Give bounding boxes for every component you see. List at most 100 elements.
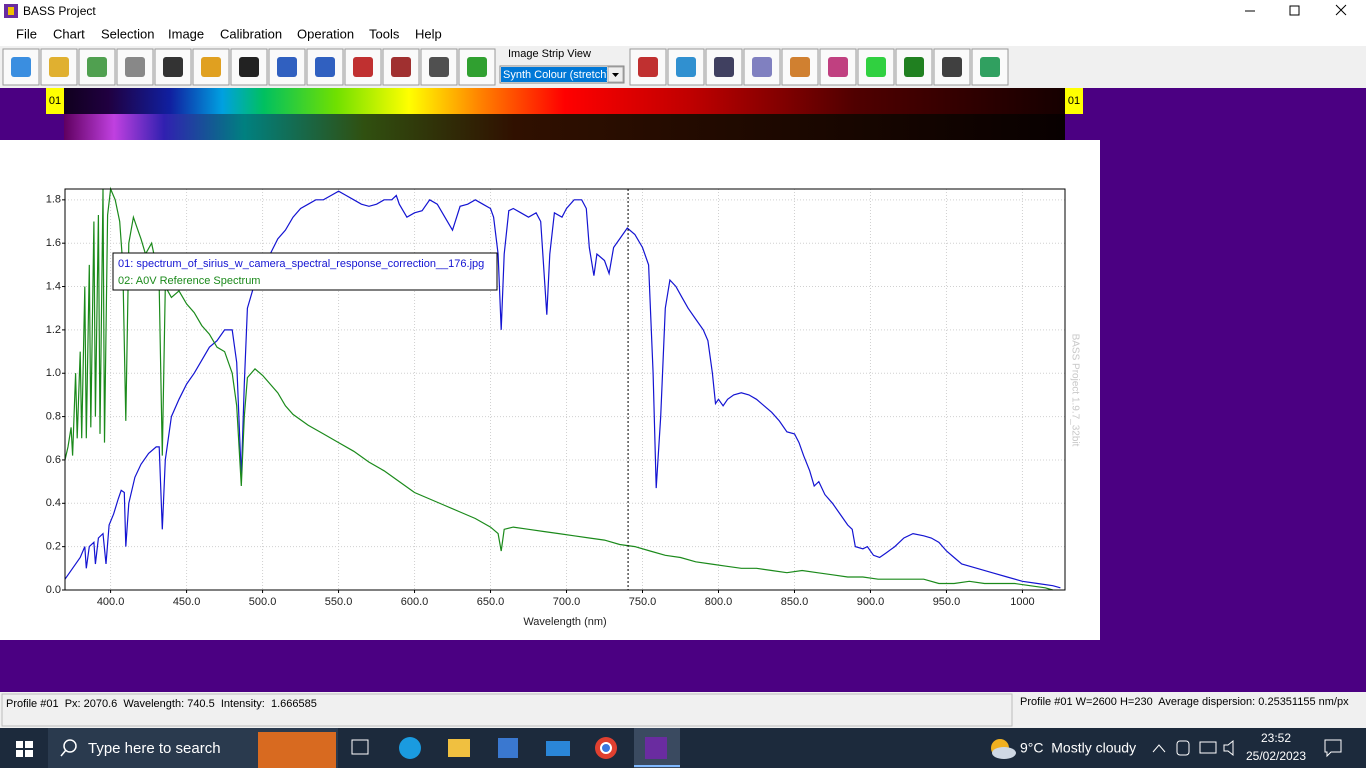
legend-entry: 01: spectrum_of_sirius_w_camera_spectral…	[118, 258, 484, 270]
tool-icon	[980, 57, 1000, 77]
y-tick-label: 0.0	[46, 584, 61, 596]
tool-icon	[11, 57, 31, 77]
restore-button[interactable]	[1289, 5, 1300, 16]
tool-icon	[125, 57, 145, 77]
tool-icon	[277, 57, 297, 77]
tool-icon	[866, 57, 886, 77]
status-bar	[0, 692, 1366, 728]
x-tick-label: 500.0	[249, 596, 277, 608]
explorer-icon[interactable]	[448, 739, 470, 757]
tool-icon	[752, 57, 772, 77]
search-icon	[60, 749, 67, 757]
series-line	[64, 186, 1053, 591]
volume-icon[interactable]	[1223, 739, 1234, 757]
dropdown-selection	[501, 67, 607, 82]
menu-item[interactable]: Chart	[53, 26, 85, 41]
watermark: BASS Project 1.9.7_32bit	[1069, 334, 1080, 447]
x-tick-label: 450.0	[173, 596, 201, 608]
x-tick-label: 650.0	[477, 596, 505, 608]
menu-bar	[0, 23, 1366, 46]
x-tick-label: 800.0	[705, 596, 733, 608]
tool-icon	[87, 57, 107, 77]
strip-label: 01	[49, 95, 61, 107]
dropdown-arrow-glyph	[612, 73, 619, 77]
x-tick-label: 850.0	[781, 596, 809, 608]
clock-time: 23:52	[1261, 731, 1291, 745]
x-tick-label: 950.0	[933, 596, 961, 608]
search-placeholder: Type here to search	[88, 740, 221, 757]
search-highlight	[258, 732, 336, 768]
strip-view-label: Image Strip View	[508, 48, 591, 60]
status-left: Profile #01 Px: 2070.6 Wavelength: 740.5…	[6, 698, 317, 710]
task-view[interactable]	[351, 739, 369, 755]
status-panel	[1, 693, 1013, 727]
x-tick-label: 900.0	[857, 596, 885, 608]
tool-icon	[676, 57, 696, 77]
app-icon-detail	[8, 7, 14, 15]
y-tick-label: 1.6	[46, 237, 61, 249]
x-tick-label: 1000	[1010, 596, 1034, 608]
y-tick-label: 0.2	[46, 541, 61, 553]
dropdown-value: Synth Colour (stretch)	[503, 69, 610, 81]
start-button[interactable]	[16, 741, 33, 757]
plot-frame	[64, 188, 1066, 591]
tool-icon	[714, 57, 734, 77]
y-tick-label: 1.4	[46, 280, 61, 292]
notifications[interactable]	[1324, 739, 1342, 758]
tool-button[interactable]	[78, 48, 116, 86]
menu-item[interactable]: Image	[168, 26, 204, 41]
tool-icon	[163, 57, 183, 77]
window-title: BASS Project	[23, 4, 96, 18]
y-tick-label: 0.8	[46, 411, 61, 423]
tool-button[interactable]	[458, 48, 496, 86]
x-tick-label: 550.0	[325, 596, 353, 608]
x-tick-label: 700.0	[553, 596, 581, 608]
tool-icon	[942, 57, 962, 77]
tool-icon	[239, 57, 259, 77]
status-right: Profile #01 W=2600 H=230 Average dispers…	[1020, 696, 1349, 708]
x-tick-label: 750.0	[629, 596, 657, 608]
x-axis-label: Wavelength (nm)	[523, 616, 606, 628]
menu-item[interactable]: Tools	[369, 26, 400, 41]
y-tick-label: 1.8	[46, 194, 61, 206]
tool-icon	[828, 57, 848, 77]
tool-icon	[391, 57, 411, 77]
close-button[interactable]	[1335, 4, 1347, 16]
menu-item[interactable]: Help	[415, 26, 442, 41]
menu-item[interactable]: Calibration	[220, 26, 282, 41]
tray-icon[interactable]	[1176, 740, 1190, 756]
x-tick-label: 400.0	[97, 596, 125, 608]
store-icon[interactable]	[498, 738, 518, 758]
tool-icon	[49, 57, 69, 77]
y-tick-label: 0.4	[46, 497, 61, 509]
tool-icon	[904, 57, 924, 77]
mail-icon[interactable]	[546, 741, 570, 756]
weather: 9°C Mostly cloudy	[1020, 740, 1136, 756]
series-line	[64, 190, 1061, 589]
tool-button[interactable]	[819, 48, 857, 86]
tray-chevron[interactable]	[1152, 744, 1166, 753]
network-icon[interactable]	[1199, 741, 1217, 754]
tool-button[interactable]	[154, 48, 192, 86]
bass-task-icon	[645, 737, 667, 759]
menu-item[interactable]: Operation	[297, 26, 354, 41]
strip-label: 01	[1068, 95, 1080, 107]
strip-label-box	[1065, 88, 1083, 114]
clock-date: 25/02/2023	[1246, 749, 1306, 763]
tool-icon	[429, 57, 449, 77]
menu-item[interactable]: Selection	[101, 26, 154, 41]
chart-panel	[0, 140, 1100, 640]
edge-icon[interactable]	[399, 737, 421, 759]
tool-icon	[638, 57, 658, 77]
tool-icon	[353, 57, 373, 77]
title-bar	[0, 0, 1366, 23]
tool-button[interactable]	[2, 48, 40, 86]
tool-icon	[201, 57, 221, 77]
chrome-icon-center	[600, 742, 612, 754]
x-tick-label: 600.0	[401, 596, 429, 608]
tool-icon	[467, 57, 487, 77]
image-strip	[46, 88, 1083, 114]
legend	[112, 252, 498, 291]
menu-item[interactable]: File	[16, 26, 37, 41]
